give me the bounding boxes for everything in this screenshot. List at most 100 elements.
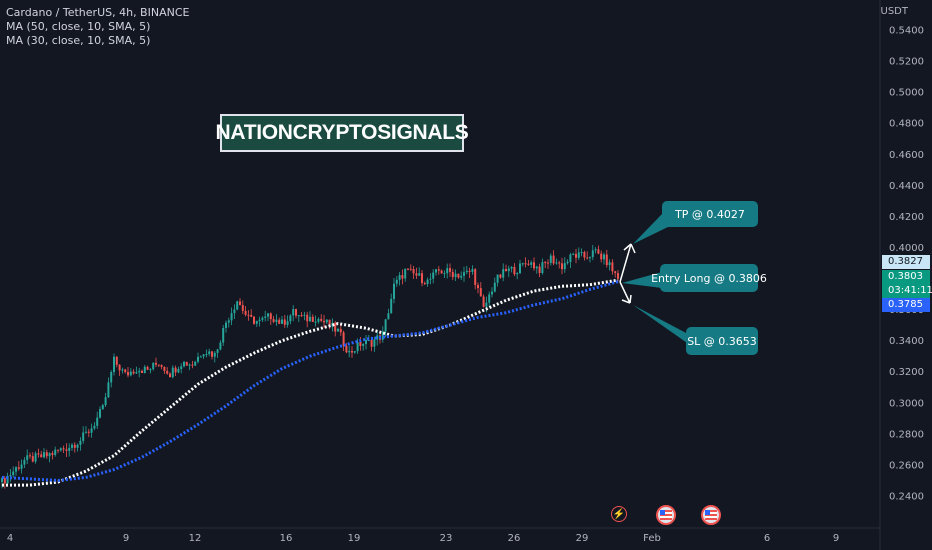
candle-body [376,335,379,340]
candle-body [365,340,367,345]
candle-body [275,319,278,322]
candle-body [496,274,499,283]
tp-arrow-head [630,243,636,254]
stop-loss-callout[interactable]: SL @ 0.3653 [686,327,758,355]
candle-body [561,263,563,270]
candle-body [269,313,272,320]
us-flag-graphic [660,510,672,520]
candle-body [236,301,239,310]
time-tick-label: 9 [833,533,839,544]
bar-countdown: 03:41:11 [888,285,932,296]
candle-body [586,257,589,259]
price-tick-label: 0.4400 [889,181,924,192]
candle-body [337,328,339,332]
candle-body [393,283,395,299]
candle-body [241,305,244,311]
candle-body [395,279,398,284]
us-flag-icon[interactable] [701,505,721,525]
candle-body [6,476,9,484]
time-tick-label: 9 [123,533,129,544]
price-tick-label: 0.2600 [889,460,924,471]
candle-body [407,268,409,270]
candle-body [566,261,569,264]
time-tick-label: 12 [189,533,202,544]
price-tick-label: 0.4200 [889,212,924,223]
candle-body [460,275,463,278]
candle-body [351,350,353,353]
candle-body [107,382,110,398]
candle-body [101,405,104,410]
candle-body [59,448,62,451]
candle-body [362,344,365,346]
candle-body [600,253,603,260]
candle-body [96,417,99,426]
time-tick-label: 29 [576,533,589,544]
candle-body [68,447,71,451]
candle-body [208,351,211,355]
candle-body [603,254,605,260]
candle-body [233,309,236,314]
candle-body [264,316,267,318]
candle-body [230,313,233,321]
candle-body [423,283,426,285]
candle-body [544,262,547,264]
candle-body [211,351,213,357]
candle-body [219,342,222,350]
candle-body [272,319,275,322]
candle-body [138,370,141,373]
candle-body [118,364,121,371]
ma-50-line[interactable] [2,278,619,487]
us-flag-graphic [705,510,717,520]
candle-body [421,273,423,284]
candle-body [516,273,519,275]
candle-body [594,249,597,251]
candle-body [247,314,250,316]
candle-body [519,263,521,274]
chart-legend[interactable]: Cardano / TetherUS, 4h, BINANCE MA (50, … [6,6,189,48]
us-flag-icon[interactable] [656,505,676,525]
candle-body [297,315,300,317]
last-price-value: 0.3803 [888,271,923,282]
candle-body [485,302,488,307]
time-tick-label: 4 [7,533,13,544]
candle-body [443,273,446,275]
candle-body [334,322,337,332]
lightning-icon[interactable]: ⚡ [611,506,627,522]
candle-body [370,340,373,347]
candle-body [23,459,26,465]
take-profit-callout[interactable]: TP @ 0.4027 [662,201,758,227]
candle-body [418,273,421,276]
legend-symbol[interactable]: Cardano / TetherUS, 4h, BINANCE [6,6,190,19]
ma-30-line[interactable] [1,280,619,483]
candle-body [572,253,575,255]
candle-body [614,271,617,274]
price-tick-label: 0.5400 [889,26,924,37]
candle-body [40,454,43,458]
candle-body [82,432,85,441]
candle-body [477,284,479,289]
candle-body [342,332,345,346]
price-tick-label: 0.4600 [889,150,924,161]
candle-body [166,370,169,374]
candle-body [457,273,460,278]
candle-body [317,318,320,322]
candle-body [524,263,527,265]
legend-ma-30[interactable]: MA (30, close, 10, SMA, 5) [6,34,151,47]
candle-body [505,269,507,272]
candle-body [289,315,292,322]
legend-ma-50[interactable]: MA (50, close, 10, SMA, 5) [6,20,151,33]
price-tick-label: 0.3200 [889,367,924,378]
candle-body [306,314,309,322]
candle-body [597,249,600,254]
candle-body [409,268,412,270]
candle-body [286,321,289,325]
candle-body [555,262,558,264]
price-tick-label: 0.3000 [889,398,924,409]
candle-body [300,315,303,317]
candle-body [348,350,351,353]
candle-body [314,321,317,323]
time-axis[interactable]: 4 9 12 16 19 23 26 29 Feb 6 9 [7,533,839,544]
entry-long-callout[interactable]: Entry Long @ 0.3806 [651,264,767,292]
